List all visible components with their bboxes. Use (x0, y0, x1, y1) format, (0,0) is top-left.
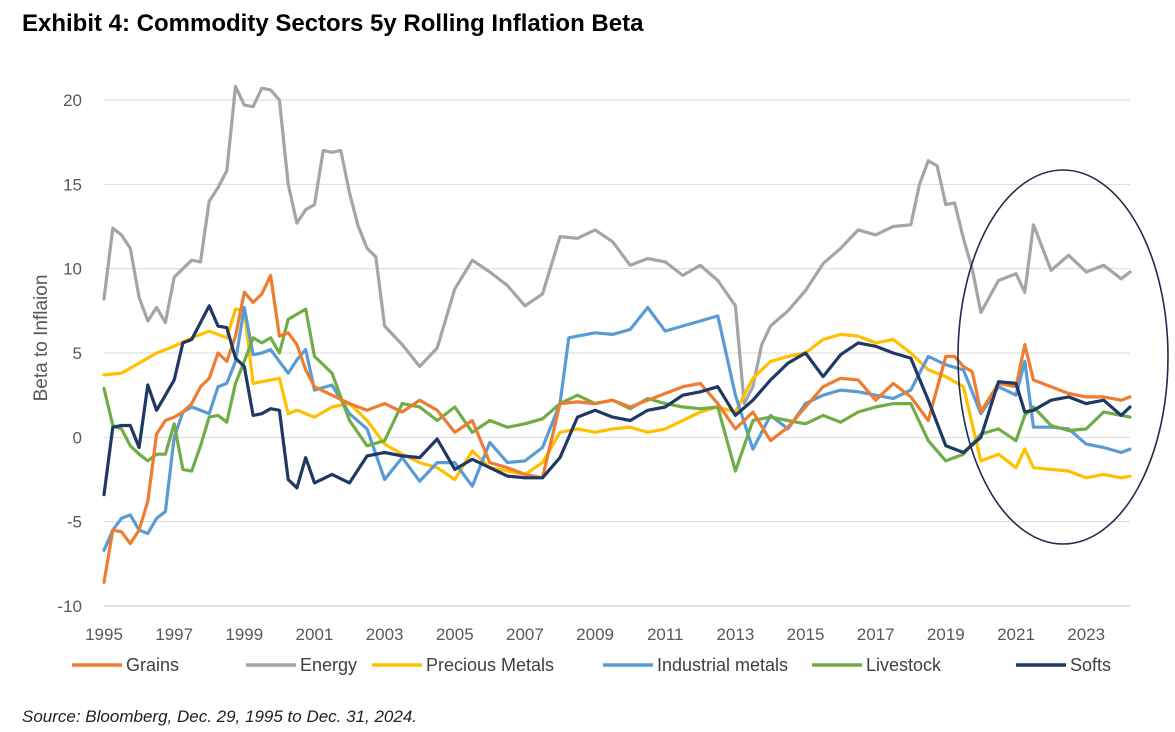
legend-label: Grains (126, 655, 179, 675)
legend-label: Livestock (866, 655, 942, 675)
x-tick-label: 1997 (155, 625, 193, 644)
x-tick-label: 2011 (647, 625, 684, 644)
series-lines (102, 84, 1132, 585)
x-tick-label: 2013 (716, 625, 754, 644)
y-tick-label: 5 (73, 344, 82, 363)
x-tick-label: 2021 (997, 625, 1035, 644)
legend-item-energy: Energy (246, 655, 357, 675)
x-tick-labels: 1995 1997 1999 2001 2003 2005 2007 2009 2011 2013… (85, 625, 1105, 644)
x-tick-label: 2023 (1067, 625, 1105, 644)
y-tick-label: -10 (57, 597, 82, 616)
legend-label: Industrial metals (657, 655, 788, 675)
chart-title: Exhibit 4: Commodity Sectors 5y Rolling … (22, 10, 644, 37)
y-axis-label: Beta to Inflaion (31, 275, 52, 402)
y-tick-label: 20 (63, 91, 82, 110)
x-tick-label: 2001 (296, 625, 334, 644)
x-tick-label: 2017 (857, 625, 895, 644)
source-note: Source: Bloomberg, Dec. 29, 1995 to Dec.… (22, 707, 418, 726)
x-tick-label: 1995 (85, 625, 123, 644)
legend: Grains Energy Precious Metals Industrial me… (72, 655, 1111, 675)
legend-item-livestock: Livestock (812, 655, 942, 675)
legend-label: Precious Metals (426, 655, 554, 675)
legend-label: Energy (300, 655, 357, 675)
y-tick-label: 0 (73, 428, 82, 447)
highlight-ellipse (957, 169, 1169, 545)
legend-item-grains: Grains (72, 655, 179, 675)
x-tick-label: 2005 (436, 625, 474, 644)
x-tick-label: 2003 (366, 625, 404, 644)
series-line-precious-metals (102, 307, 1132, 482)
y-tick-labels: -10 -5 0 5 10 15 20 (57, 91, 82, 616)
x-tick-label: 1999 (225, 625, 263, 644)
legend-label: Softs (1070, 655, 1111, 675)
series-line-softs (102, 304, 1132, 497)
legend-item-industrial-metals: Industrial metals (603, 655, 788, 675)
series-line-livestock (102, 307, 1132, 473)
legend-item-precious-metals: Precious Metals (372, 655, 554, 675)
y-tick-label: 15 (63, 175, 82, 194)
series-line-energy (102, 84, 1132, 406)
x-tick-label: 2009 (576, 625, 614, 644)
legend-item-softs: Softs (1016, 655, 1111, 675)
x-tick-label: 2007 (506, 625, 544, 644)
y-tick-label: 10 (63, 260, 82, 279)
x-tick-label: 2019 (927, 625, 965, 644)
x-tick-label: 2015 (787, 625, 825, 644)
y-tick-label: -5 (67, 513, 82, 532)
